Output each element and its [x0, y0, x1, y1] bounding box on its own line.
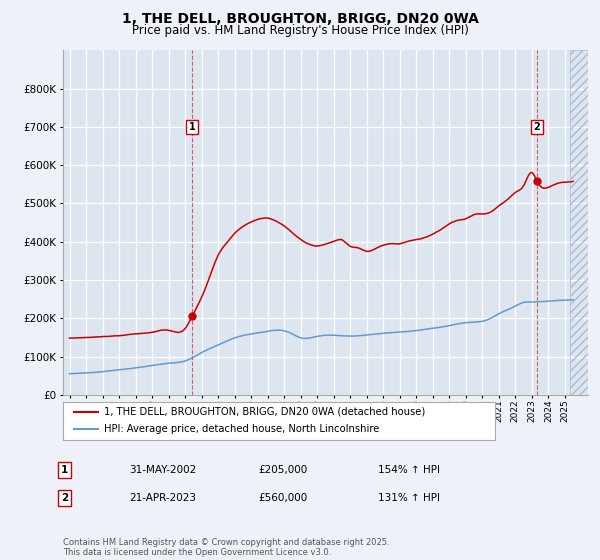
Text: 21-APR-2023: 21-APR-2023 — [129, 493, 196, 503]
Text: Price paid vs. HM Land Registry's House Price Index (HPI): Price paid vs. HM Land Registry's House … — [131, 24, 469, 37]
Text: 1, THE DELL, BROUGHTON, BRIGG, DN20 0WA (detached house): 1, THE DELL, BROUGHTON, BRIGG, DN20 0WA … — [104, 407, 425, 417]
Text: 154% ↑ HPI: 154% ↑ HPI — [378, 465, 440, 475]
Text: 1, THE DELL, BROUGHTON, BRIGG, DN20 0WA: 1, THE DELL, BROUGHTON, BRIGG, DN20 0WA — [122, 12, 478, 26]
Text: HPI: Average price, detached house, North Lincolnshire: HPI: Average price, detached house, Nort… — [104, 424, 379, 435]
Text: 2: 2 — [533, 122, 540, 132]
Text: 2: 2 — [61, 493, 68, 503]
Point — [187, 312, 197, 321]
Text: Contains HM Land Registry data © Crown copyright and database right 2025.
This d: Contains HM Land Registry data © Crown c… — [63, 538, 389, 557]
Point — [532, 176, 542, 185]
Text: 1: 1 — [61, 465, 68, 475]
Text: 1: 1 — [189, 122, 196, 132]
Text: 131% ↑ HPI: 131% ↑ HPI — [378, 493, 440, 503]
Text: £205,000: £205,000 — [258, 465, 307, 475]
Text: 31-MAY-2002: 31-MAY-2002 — [129, 465, 196, 475]
Text: £560,000: £560,000 — [258, 493, 307, 503]
